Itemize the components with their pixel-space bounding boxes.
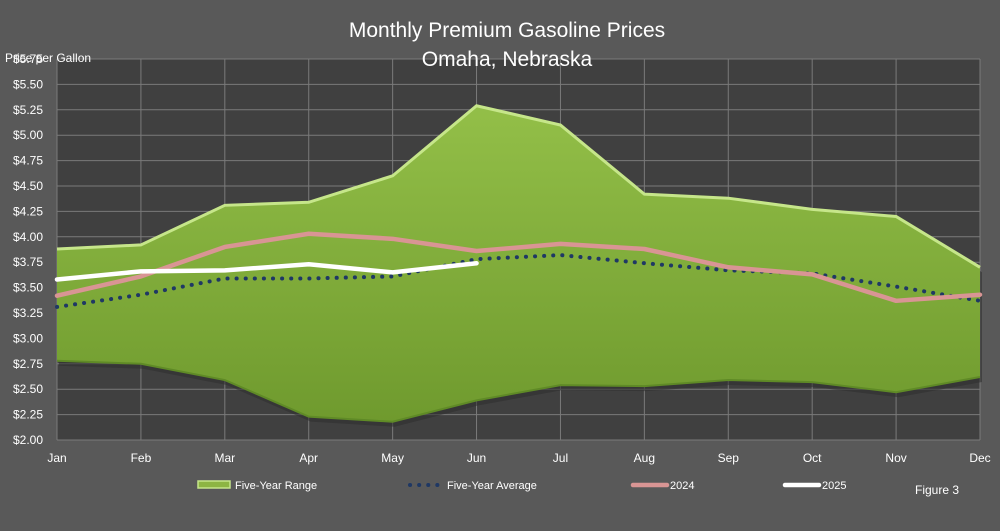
legend: Five-Year Range Five-Year Average 2024 2025 — [197, 480, 846, 492]
y-tick-label: $2.25 — [13, 408, 43, 422]
axis-labels: $2.00 $2.25 $2.50 $2.75 $3.00 $3.25 $3.50 $3.75… — [13, 52, 991, 465]
y-tick-label: $2.00 — [13, 433, 43, 447]
y-tick-label: $2.50 — [13, 382, 43, 396]
x-tick-label: May — [381, 451, 404, 465]
y-tick-label: $4.00 — [13, 230, 43, 244]
y-tick-label: $3.00 — [13, 331, 43, 345]
y-tick-label: $4.75 — [13, 154, 43, 168]
x-tick-label: Oct — [803, 451, 822, 465]
series-line-five-year-average — [55, 253, 982, 309]
y-tick-label: $3.75 — [13, 255, 43, 269]
x-tick-label: Mar — [214, 451, 235, 465]
x-tick-label: Dec — [969, 451, 990, 465]
y-tick-label: $5.75 — [13, 52, 43, 66]
y-tick-label: $4.50 — [13, 179, 43, 193]
x-tick-label: Sep — [718, 451, 740, 465]
series-layer — [54, 231, 983, 309]
y-tick-label: $2.75 — [13, 357, 43, 371]
y-tick-label: $3.50 — [13, 281, 43, 295]
series-line-2025 — [54, 260, 479, 282]
range-low-edge — [56, 359, 981, 423]
series-line-2024 — [54, 231, 983, 304]
range-band — [57, 105, 980, 422]
x-tick-label: Jun — [467, 451, 486, 465]
x-tick-label: Jul — [553, 451, 568, 465]
x-tick-label: Feb — [131, 451, 152, 465]
x-tick-label: Jan — [47, 451, 66, 465]
legend-swatch-five-year-range — [197, 480, 231, 489]
chart-subtitle: Omaha, Nebraska — [422, 48, 593, 71]
y-tick-label: $5.00 — [13, 128, 43, 142]
y-tick-label: $5.50 — [13, 77, 43, 91]
y-tick-label: $3.25 — [13, 306, 43, 320]
figure-label: Figure 3 — [915, 483, 959, 497]
legend-label-2024: 2024 — [670, 480, 694, 492]
x-tick-label: Apr — [299, 451, 318, 465]
x-tick-label: Nov — [885, 451, 906, 465]
y-tick-label: $4.25 — [13, 204, 43, 218]
range-layer — [56, 104, 982, 427]
x-tick-label: Aug — [634, 451, 655, 465]
legend-label-five-year-range: Five-Year Range — [235, 480, 317, 492]
range-high-edge — [56, 104, 981, 269]
legend-label-2025: 2025 — [822, 480, 846, 492]
y-tick-label: $5.25 — [13, 103, 43, 117]
legend-label-five-year-average: Five-Year Average — [447, 480, 537, 492]
y-axis-label: Price per Gallon — [5, 51, 91, 65]
chart-title: Monthly Premium Gasoline Prices — [349, 19, 665, 42]
